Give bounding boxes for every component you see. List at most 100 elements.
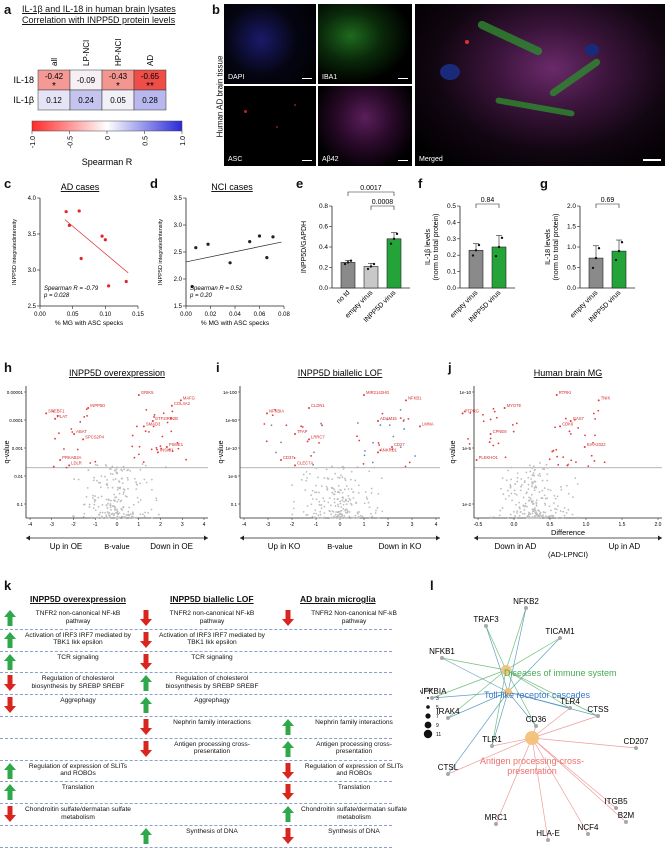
volcano-point [539,462,542,464]
volcano-point [345,503,348,506]
volcano-point [121,482,124,485]
gene-node [534,724,538,728]
trend-line [185,241,282,263]
scatter-point [194,246,198,250]
gene-label: NFKBIA [269,408,284,413]
volcano-point [117,486,119,489]
volcano-point [532,472,535,474]
volcano-point-significant [392,435,395,438]
trend-line [64,219,129,274]
gene-node [568,706,572,710]
volcano-point-significant [155,446,158,449]
volcano-point [107,486,109,489]
volcano-point [501,507,504,509]
network-edge [485,625,507,671]
volcano-point [528,496,531,499]
bar-y-tick-label: 0.2 [319,265,328,272]
volcano-point [342,503,345,506]
gene-label: SMAD3 [146,421,161,426]
volcano-point [111,512,114,515]
volcano-y-tick-label: 1e-5 [228,474,238,479]
volcano-point [122,493,125,495]
volcano-point [529,464,531,467]
direction-label-right: Down in OE [150,542,193,551]
volcano-point [302,473,305,476]
panel-label-j: j [448,360,452,375]
heatmap-row-label: IL-18 [13,75,34,85]
volcano-point [357,512,359,515]
volcano-point-significant [151,420,154,422]
network-edge [491,691,509,747]
gene-label: COL4A2 [174,401,191,406]
volcano-point [543,502,546,505]
volcano-point [516,512,518,514]
volcano-point-significant [131,434,134,437]
volcano-point [519,510,522,513]
direction-arrow-head [474,535,478,541]
gene-label: CLEC7A [297,460,313,465]
heatmap-cell-value: 0.24 [78,96,94,105]
volcano-point-significant [548,458,551,461]
volcano-point-significant [83,416,86,418]
gene-node-label: NFKB1 [429,647,455,656]
scatter-point [248,240,252,244]
volcano-point-significant [391,448,394,451]
volcano-point-significant [592,412,595,415]
volcano-x-tick-label: 1.0 [583,522,590,528]
data-dot [591,266,595,270]
network-edge [431,691,509,699]
volcano-point [512,510,515,513]
volcano-point-significant [511,424,514,426]
volcano-point [352,497,355,499]
volcano-point [116,515,119,518]
volcano-point [116,517,119,519]
volcano-point [318,491,320,494]
bar-y-tick-label: 0.0 [319,285,328,292]
volcano-point-significant [377,442,380,444]
volcano-point [105,483,108,486]
k-header-ad: AD brain microglia [300,594,376,604]
volcano-point [516,472,519,475]
volcano-point [120,468,123,471]
row-separator [0,825,392,826]
volcano-point-significant [594,434,596,437]
volcano-point [552,514,555,517]
heatmap-cell-stars: * [116,81,120,92]
volcano-point [135,488,138,491]
volcano-point-significant [160,447,163,450]
volcano-point-significant [170,404,173,407]
arrow-down-icon [282,610,294,626]
volcano-point [344,516,347,519]
volcano-point [510,492,513,495]
network-edge [507,691,537,727]
volcano-point [501,477,504,480]
stat-annotation: Spearman R = -0.79 [44,286,99,292]
volcano-point [104,463,107,466]
gene-node [624,820,628,824]
volcano-point-significant [379,449,382,452]
scatter-point [265,256,269,260]
volcano-point [125,514,128,516]
volcano-point-significant [318,441,320,444]
gene-label: ADAM15 [380,416,397,421]
volcano-point [343,515,346,517]
volcano-y-label: q-value [450,440,457,463]
size-legend-label: 3 [436,696,439,702]
network-edge [531,737,627,823]
gene-node-label: CTSL [438,763,459,772]
panel-l-network: NFKB2 TRAF3 TICAM1 NFKB1 NFKBIA IRAK4 TLR4 CTSS… [420,597,649,842]
scatter-point [100,234,104,238]
volcano-point [554,511,557,514]
volcano-point [108,516,111,519]
volcano-point [291,513,294,516]
volcano-point [536,517,538,519]
volcano-x-tick-label: 0.0 [511,522,518,528]
volcano-point [344,511,347,514]
volcano-point [533,474,536,477]
volcano-point [141,463,144,465]
volcano-point [331,478,334,481]
gene-label: PRKAB2A [62,455,82,460]
volcano-point [100,475,103,478]
bar-y-tick-label: 2.0 [567,203,576,210]
volcano-x-tick-label: -4 [242,522,247,528]
